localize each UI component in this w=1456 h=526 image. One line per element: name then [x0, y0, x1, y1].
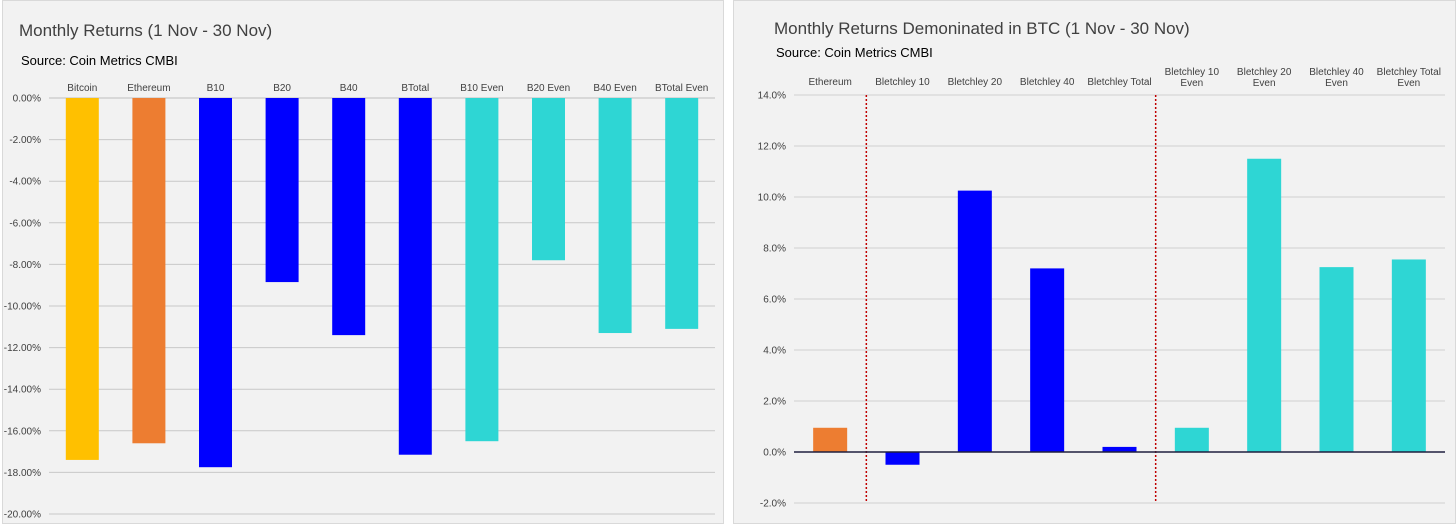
left-chart-panel: Monthly Returns (1 Nov - 30 Nov) Source:…: [2, 0, 724, 524]
left-category-label: B40 Even: [593, 83, 636, 94]
right-category-label: Even: [1325, 78, 1348, 89]
left-bar: [265, 98, 299, 283]
left-category-label: B10 Even: [460, 83, 503, 94]
left-category-label: Bitcoin: [67, 83, 97, 94]
left-y-tick-label: -4.00%: [9, 177, 41, 188]
left-category-label: B10: [207, 83, 225, 94]
right-bar: [1174, 427, 1209, 452]
left-y-tick-label: -12.00%: [4, 343, 41, 354]
right-y-tick-label: 14.0%: [758, 91, 786, 102]
right-category-label: Bletchley 20: [1237, 67, 1292, 78]
right-bar: [1247, 158, 1282, 452]
right-y-tick-label: 8.0%: [763, 244, 786, 255]
left-category-label: B40: [340, 83, 358, 94]
right-y-tick-label: 6.0%: [763, 295, 786, 306]
left-y-tick-label: -20.00%: [4, 510, 41, 521]
right-bar: [1319, 267, 1354, 452]
left-bar: [65, 98, 99, 460]
right-category-label: Bletchley 20: [948, 77, 1003, 88]
right-chart-plot: 14.0% 12.0% 10.0% 8.0% 6.0% 4.0% 2.0% 0.0% -2.0%…: [758, 67, 1445, 510]
left-category-label: B20 Even: [527, 83, 570, 94]
left-y-tick-label: 0.00%: [13, 94, 41, 105]
right-bar: [957, 190, 992, 452]
right-chart-title: Monthly Returns Demoninated in BTC (1 No…: [774, 19, 1190, 38]
right-chart-source: Source: Coin Metrics CMBI: [776, 45, 933, 60]
left-chart-source: Source: Coin Metrics CMBI: [21, 53, 178, 68]
right-chart-panel: Monthly Returns Demoninated in BTC (1 No…: [733, 0, 1456, 524]
right-bar: [813, 427, 848, 452]
left-bar: [132, 98, 166, 444]
left-category-label: B20: [273, 83, 291, 94]
left-bar: [665, 98, 699, 329]
right-y-tick-label: 10.0%: [758, 193, 786, 204]
left-category-label: BTotal Even: [655, 83, 708, 94]
left-category-label: Ethereum: [127, 83, 170, 94]
right-bar: [885, 452, 920, 465]
right-y-tick-label: 0.0%: [763, 448, 786, 459]
right-category-label: Bletchley Total: [1087, 77, 1151, 88]
right-category-label: Even: [1397, 78, 1420, 89]
right-bar: [1030, 268, 1065, 452]
right-y-tick-label: 4.0%: [763, 346, 786, 357]
left-category-label: BTotal: [401, 83, 429, 94]
left-bar: [398, 98, 432, 455]
left-y-tick-label: -14.00%: [4, 385, 41, 396]
left-bar: [532, 98, 565, 261]
right-y-tick-label: -2.0%: [760, 499, 786, 510]
left-y-tick-label: -16.00%: [4, 426, 41, 437]
right-category-label: Ethereum: [808, 77, 851, 88]
left-y-tick-label: -6.00%: [9, 218, 41, 229]
left-chart-plot: 0.00% -2.00% -4.00% -6.00% -8.00% -10.00% -12.…: [4, 83, 715, 521]
right-category-label: Even: [1180, 78, 1203, 89]
right-category-label: Bletchley 40: [1020, 77, 1075, 88]
right-y-tick-label: 12.0%: [758, 142, 786, 153]
right-category-label: Bletchley 40: [1309, 67, 1364, 78]
left-bar: [332, 98, 366, 336]
right-category-label: Bletchley 10: [875, 77, 930, 88]
right-bar: [1391, 259, 1426, 452]
left-y-tick-label: -18.00%: [4, 468, 41, 479]
right-category-label: Bletchley 10: [1165, 67, 1220, 78]
left-y-tick-label: -8.00%: [9, 260, 41, 271]
right-y-tick-label: 2.0%: [763, 397, 786, 408]
left-y-tick-label: -10.00%: [4, 302, 41, 313]
right-bar: [1102, 446, 1137, 452]
left-chart-title: Monthly Returns (1 Nov - 30 Nov): [19, 21, 273, 40]
right-category-label: Bletchley Total: [1377, 67, 1441, 78]
left-bar: [465, 98, 499, 442]
left-bar: [598, 98, 632, 334]
left-bar: [199, 98, 232, 468]
right-category-label: Even: [1253, 78, 1276, 89]
left-y-tick-label: -2.00%: [9, 135, 41, 146]
